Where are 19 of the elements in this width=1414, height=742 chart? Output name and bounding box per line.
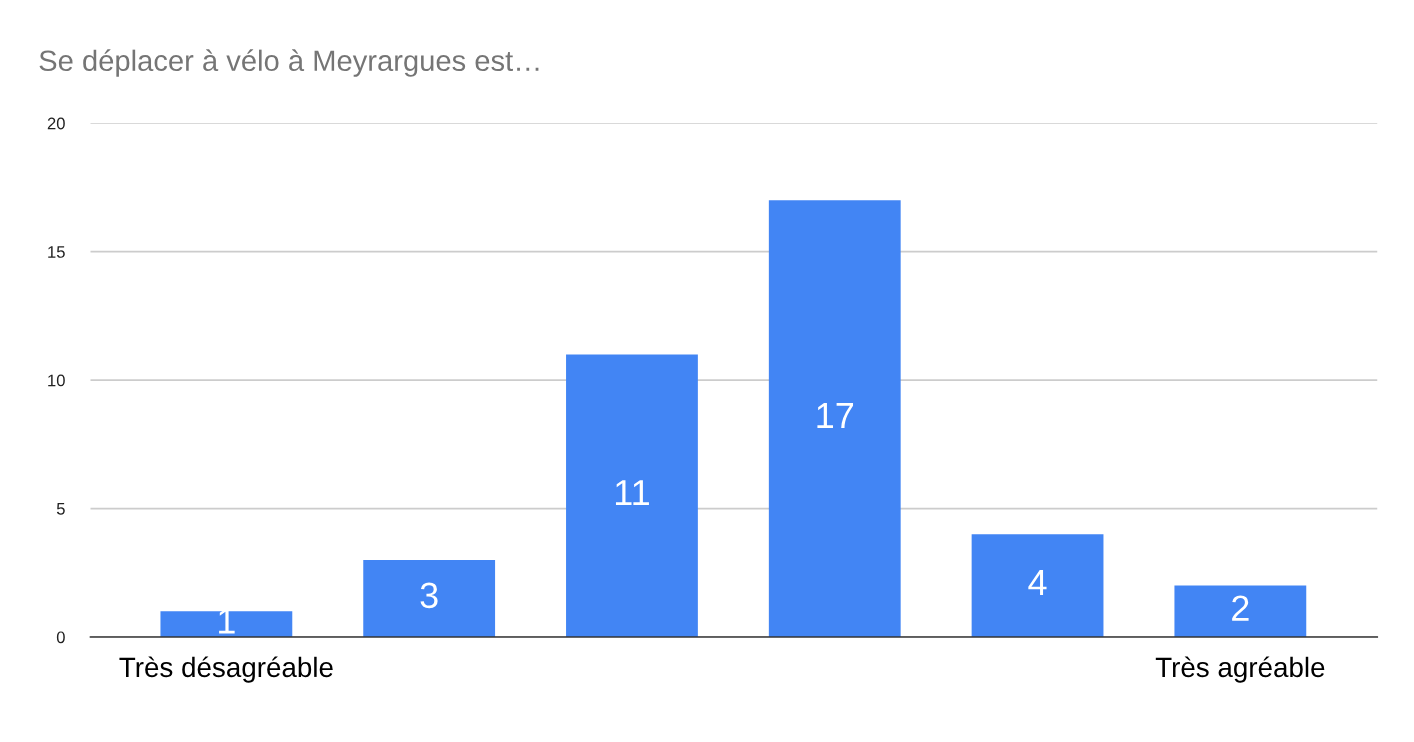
bar: [971, 534, 1104, 638]
y-tick-label: 0: [56, 631, 65, 644]
data-label: 3: [420, 582, 438, 609]
x-tick-label: Très désagréable: [119, 656, 333, 683]
y-tick-label: 10: [48, 374, 65, 387]
bar: [363, 559, 496, 638]
bar: [1174, 585, 1307, 638]
x-tick-label: Très agréable: [1155, 656, 1325, 683]
data-label: 2: [1232, 595, 1249, 621]
y-tick-label: 15: [48, 246, 65, 258]
data-label: 17: [817, 403, 854, 428]
data-label: 4: [1028, 570, 1047, 595]
y-tick-label: 5: [56, 503, 65, 515]
bar: [160, 611, 293, 638]
y-tick-label: 20: [47, 117, 65, 130]
data-label: 11: [615, 480, 649, 506]
bar: [768, 200, 901, 638]
bar: [566, 354, 698, 638]
chart-title: Se déplacer à vélo à Meyrargues est…: [39, 49, 539, 77]
